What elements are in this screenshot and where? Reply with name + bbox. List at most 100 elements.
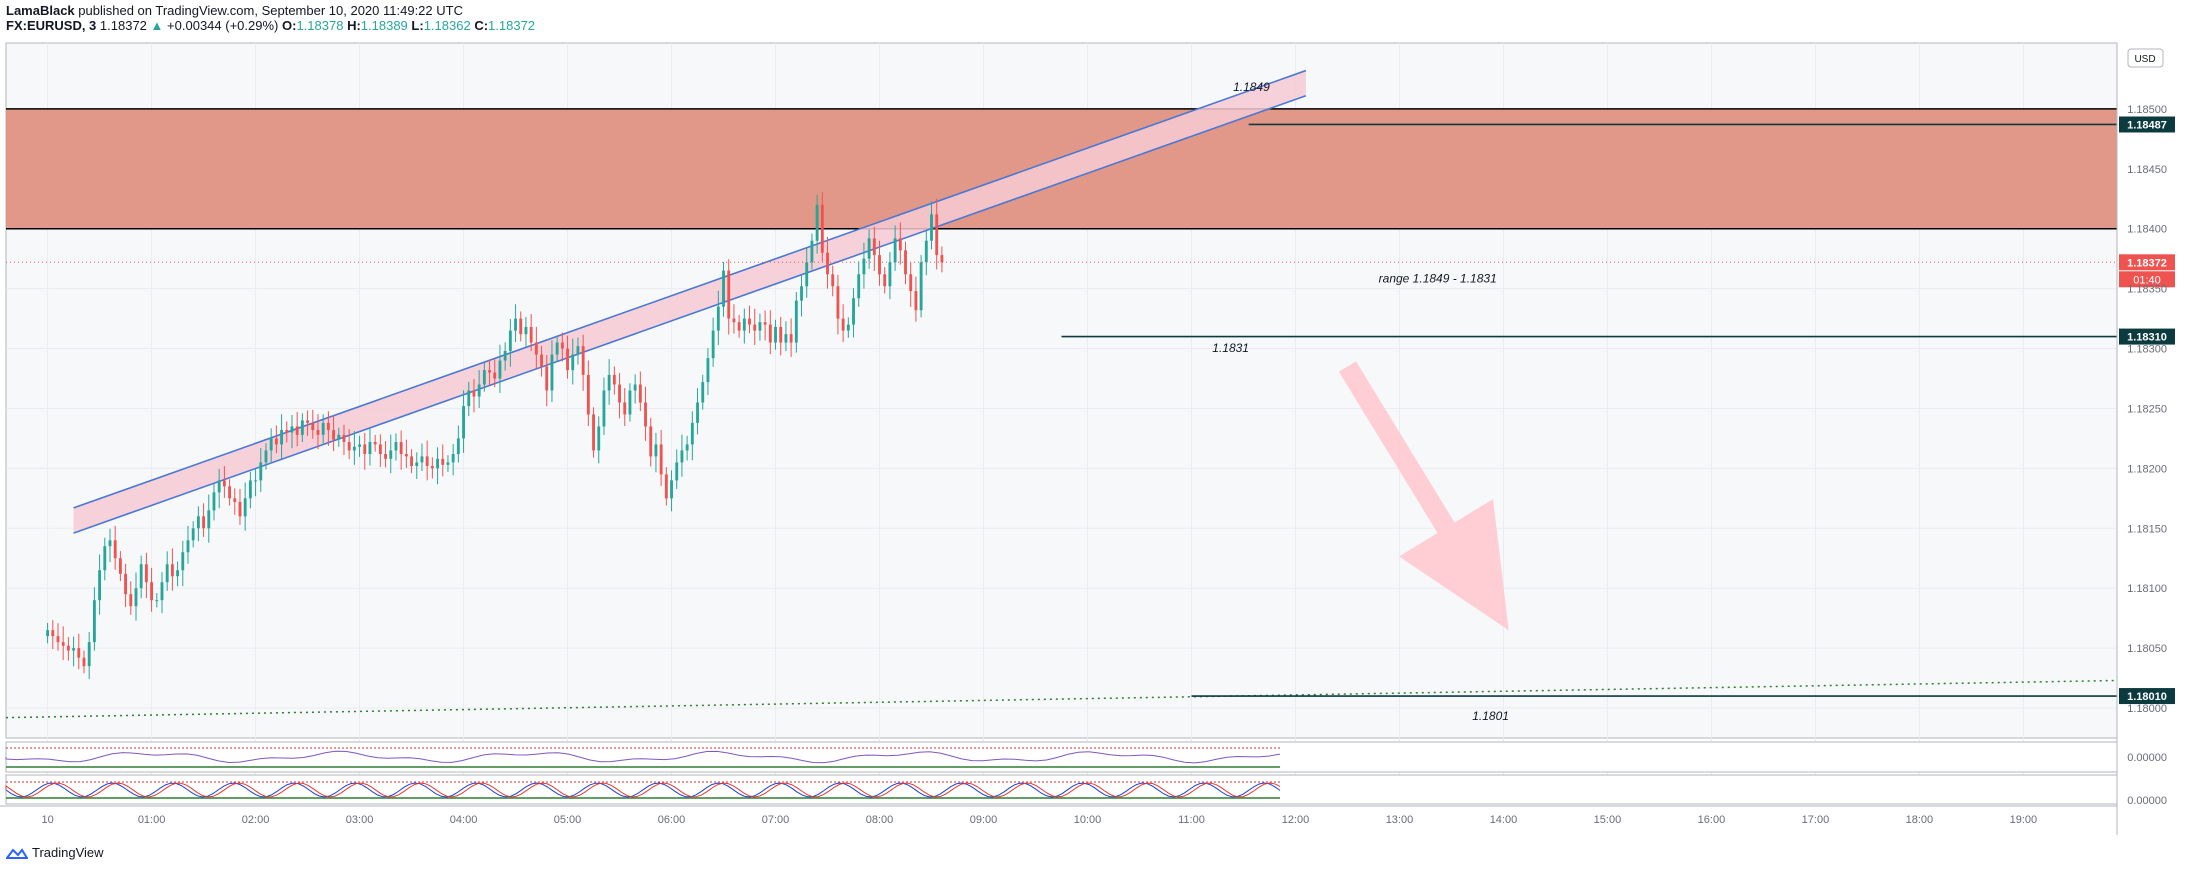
currency-button-label: USD (2134, 54, 2155, 65)
candle-body (368, 442, 372, 455)
candle-body (129, 594, 133, 607)
indicator-pane-2 (5, 774, 2118, 805)
candle-body (477, 384, 481, 397)
candle-body (841, 318, 845, 331)
y-tick-label: 1.18250 (2127, 403, 2167, 415)
indicator-1-line (5, 750, 1281, 764)
candle-body (555, 342, 559, 355)
candle-body (295, 426, 299, 435)
candle-body (82, 657, 86, 667)
y-tick-label: 1.18200 (2127, 463, 2167, 475)
x-tick-label: 14:00 (1490, 814, 1518, 826)
candle-body (836, 286, 840, 319)
candle-body (800, 286, 803, 301)
candle-body (789, 334, 793, 343)
candle-body (280, 430, 284, 445)
candle-body (768, 324, 772, 343)
candle-body (857, 274, 861, 299)
y-tick-label: 1.18500 (2127, 104, 2167, 116)
candle-body (399, 442, 403, 455)
candle-body (831, 274, 835, 287)
candle-body (534, 342, 538, 355)
y-tick-label: 1.18300 (2127, 344, 2167, 356)
candle-body (56, 636, 60, 643)
candle-body (274, 438, 278, 445)
candle-body (519, 318, 523, 335)
candle-body (815, 204, 819, 241)
candle-body (659, 444, 663, 475)
currency-button[interactable] (2127, 48, 2164, 68)
candle-body (711, 330, 715, 359)
candle-body (202, 516, 206, 529)
candle-body (872, 238, 876, 256)
candle-body (763, 322, 767, 325)
candle-body (664, 474, 668, 499)
publish-info: LamaBlack published on TradingView.com, … (6, 3, 463, 18)
candle-body (259, 462, 263, 481)
candle-body (264, 450, 268, 463)
candle-body (581, 346, 585, 375)
current-price-tag (2119, 254, 2175, 271)
candle-body (540, 354, 543, 367)
candle-body (441, 458, 445, 465)
candle-body (108, 540, 112, 547)
candle-body (550, 354, 554, 391)
x-tick-label: 16:00 (1698, 814, 1726, 826)
candle-body (337, 434, 341, 440)
candle-body (103, 546, 107, 571)
candle-body (935, 214, 939, 256)
candle-body (72, 648, 76, 651)
candle-body (633, 384, 637, 391)
candle-body (342, 434, 346, 443)
y-tick-label: 1.18400 (2127, 224, 2167, 236)
candle-body (727, 270, 731, 319)
candle-body (779, 326, 783, 343)
candle-body (826, 252, 829, 275)
low-label: L: (411, 18, 424, 33)
candle-body (254, 480, 258, 482)
candle-body (508, 330, 512, 351)
candle-body (794, 300, 798, 343)
candle-body (524, 326, 528, 335)
high-value: 1.18389 (360, 18, 408, 33)
candle-body (488, 370, 491, 373)
candle-body (623, 402, 627, 415)
candle-body (685, 444, 689, 451)
author-name[interactable]: LamaBlack (6, 3, 75, 18)
candle-body (753, 324, 757, 331)
candle-body (285, 430, 289, 433)
candle-body (862, 258, 866, 275)
candle-body (420, 456, 424, 463)
candle-body (904, 250, 907, 275)
close-label: C: (474, 18, 489, 33)
y-tick-label: 1.18000 (2127, 703, 2167, 715)
candle-body (612, 374, 616, 385)
x-tick-label: 04:00 (450, 814, 478, 826)
symbol-label[interactable]: FX:EURUSD, 3 (6, 18, 97, 33)
symbol-info: FX:EURUSD, 3 1.18372 ▲ +0.00344 (+0.29%)… (6, 18, 535, 33)
indicator-1-value: 0.00000 (2127, 752, 2167, 764)
candle-body (602, 390, 606, 427)
x-tick-label: 10:00 (1074, 814, 1102, 826)
candle-body (269, 438, 273, 451)
y-tick-label: 1.18050 (2127, 643, 2167, 655)
candle-body (654, 444, 658, 457)
channel-fill (73, 70, 1306, 534)
candle-body (732, 318, 736, 323)
level-price-tag (2119, 116, 2175, 133)
tradingview-footer[interactable]: TradingView (6, 845, 104, 860)
x-tick-label: 08:00 (866, 814, 894, 826)
candle-body (638, 384, 642, 403)
high-label: H: (347, 18, 361, 33)
y-tick-label: 1.18450 (2127, 164, 2167, 176)
x-tick-label: 18:00 (1906, 814, 1934, 826)
candle-body (404, 454, 408, 457)
candle-body (358, 444, 361, 447)
candle-body (191, 528, 195, 541)
last-price: 1.18372 (99, 18, 147, 33)
candle-body (737, 322, 741, 331)
candle-body (774, 326, 777, 343)
indicator-2-value: 0.00000 (2127, 795, 2167, 807)
candle-body (618, 384, 621, 403)
